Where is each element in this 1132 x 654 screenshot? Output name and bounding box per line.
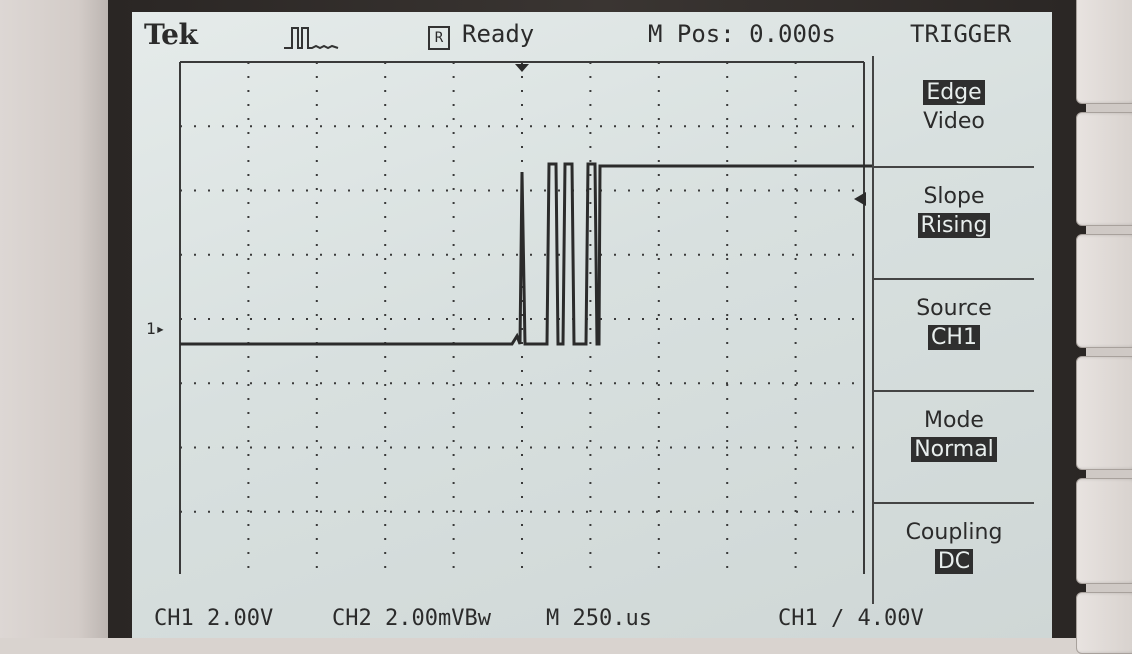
- ch2-scale-readout: CH2 2.00mVBw: [332, 606, 491, 631]
- oscilloscope-display: Tek R Ready M Pos: 0.000s TRIGGER 1▸ Edg…: [132, 12, 1052, 638]
- video-option[interactable]: Video: [920, 109, 988, 134]
- slope-value: Rising: [918, 213, 991, 238]
- slope-label: Slope: [874, 184, 1034, 209]
- pulse-acquire-icon: [282, 22, 342, 52]
- scope-casing-left: [0, 0, 112, 638]
- menu-hardware-button-5[interactable]: [1076, 478, 1132, 584]
- ch1-scale-readout: CH1 2.00V: [154, 606, 273, 631]
- graticule-grid: [172, 54, 872, 574]
- readout-bar: CH1 2.00V CH2 2.00mVBw M 250.us CH1 ∕ 4.…: [132, 606, 1052, 638]
- run-indicator: R: [428, 26, 450, 50]
- menu-title: TRIGGER: [910, 20, 1011, 48]
- menu-item-source[interactable]: Source CH1: [874, 280, 1034, 392]
- menu-item-type[interactable]: Edge Video: [874, 56, 1034, 168]
- trigger-position-marker: [515, 64, 529, 72]
- mode-value: Normal: [911, 437, 997, 462]
- source-value: CH1: [928, 325, 980, 350]
- menu-item-slope[interactable]: Slope Rising: [874, 168, 1034, 280]
- menu-hardware-button-1[interactable]: [1076, 0, 1132, 104]
- menu-hardware-button-4[interactable]: [1076, 356, 1132, 470]
- coupling-label: Coupling: [874, 520, 1034, 545]
- status-bar: Tek R Ready M Pos: 0.000s TRIGGER: [132, 12, 852, 52]
- menu-item-coupling[interactable]: Coupling DC: [874, 504, 1034, 602]
- trigger-menu: Edge Video Slope Rising Source CH1 Mode …: [872, 56, 1044, 604]
- menu-hardware-button-2[interactable]: [1076, 112, 1132, 226]
- menu-item-mode[interactable]: Mode Normal: [874, 392, 1034, 504]
- trigger-readout: CH1 ∕ 4.00V: [778, 606, 924, 631]
- trigger-level-marker: [854, 192, 866, 206]
- menu-hardware-button-6[interactable]: [1076, 592, 1132, 654]
- ch1-ground-marker: 1▸: [146, 319, 165, 338]
- horizontal-position-readout: M Pos: 0.000s: [648, 20, 836, 48]
- source-label: Source: [874, 296, 1034, 321]
- menu-hardware-button-3[interactable]: [1076, 234, 1132, 348]
- brand-logo: Tek: [144, 18, 197, 51]
- timebase-readout: M 250.us: [546, 606, 652, 631]
- acquisition-status: Ready: [462, 20, 534, 48]
- coupling-value: DC: [935, 549, 973, 574]
- waveform-graticule: [172, 54, 872, 574]
- edge-option[interactable]: Edge: [923, 80, 984, 105]
- mode-label: Mode: [874, 408, 1034, 433]
